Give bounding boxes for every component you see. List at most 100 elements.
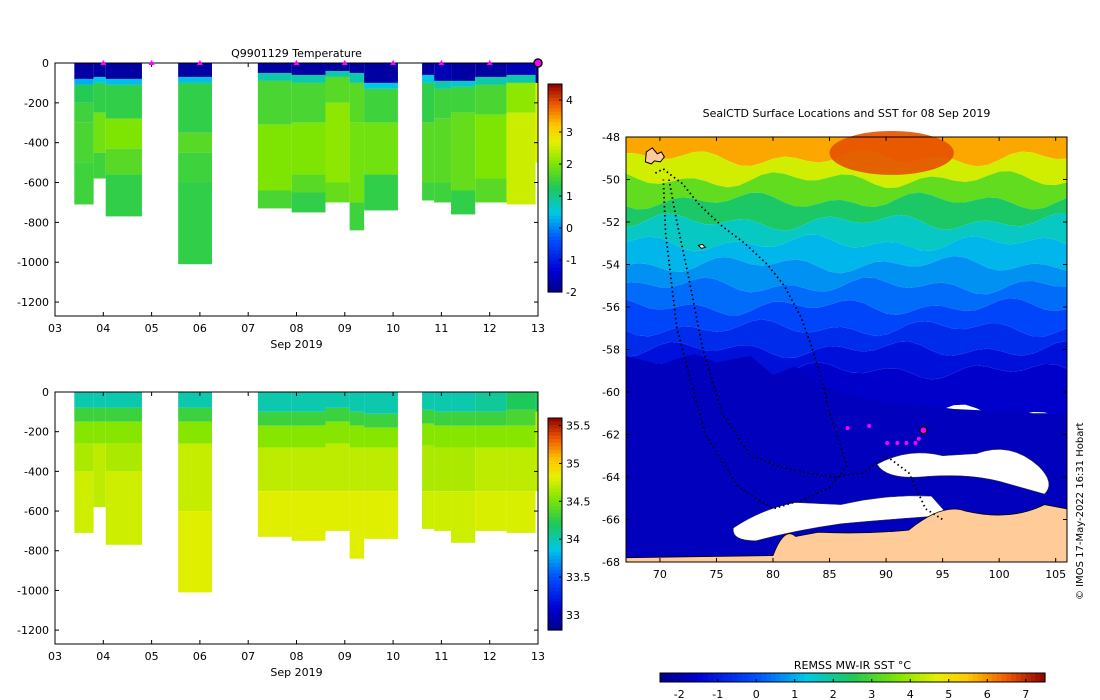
profile-cell bbox=[325, 63, 350, 71]
colorbar-segment bbox=[548, 534, 562, 539]
heard-island bbox=[697, 243, 707, 249]
profile-cell bbox=[364, 174, 398, 211]
profile-cell bbox=[291, 392, 326, 412]
colorbar-segment bbox=[548, 212, 562, 217]
colorbar-tick-label: 4 bbox=[907, 688, 914, 700]
profile-cell bbox=[364, 392, 398, 414]
colorbar-segment bbox=[895, 673, 902, 682]
warm-sst-patch bbox=[829, 131, 954, 175]
colorbar-tick-label: 2 bbox=[830, 688, 837, 700]
colorbar-segment bbox=[780, 673, 786, 682]
colorbar-segment bbox=[548, 555, 562, 560]
y-tick-label: -600 bbox=[24, 505, 49, 518]
y-tick-label: -1000 bbox=[17, 256, 49, 269]
colorbar-tick-label: 35 bbox=[566, 457, 580, 470]
colorbar-segment bbox=[712, 673, 719, 682]
colorbar-segment bbox=[548, 615, 562, 620]
colorbar-frame bbox=[547, 83, 563, 293]
colorbar-frame bbox=[659, 672, 1046, 683]
colorbar-segment bbox=[910, 673, 916, 682]
x-axis-label: Sep 2019 bbox=[270, 338, 322, 351]
profile-cell bbox=[535, 63, 538, 83]
colorbar-segment bbox=[548, 219, 562, 224]
profile-cell bbox=[422, 182, 435, 201]
colorbar-segment bbox=[814, 673, 820, 682]
colorbar-segment bbox=[548, 619, 562, 624]
profile-cell bbox=[105, 471, 142, 545]
profile-cell bbox=[475, 63, 507, 77]
chart-title: SealCTD Surface Locations and SST for 08… bbox=[703, 107, 991, 120]
profile-cell bbox=[105, 63, 142, 79]
y-tick-label: -64 bbox=[602, 471, 620, 484]
x-tick-label: 85 bbox=[823, 568, 837, 581]
profile-cell bbox=[325, 491, 350, 531]
colorbar-segment bbox=[548, 506, 562, 511]
profile-cell bbox=[422, 445, 435, 492]
surface-location bbox=[885, 441, 890, 445]
colorbar-tick-label: 3 bbox=[868, 688, 875, 700]
colorbar-segment bbox=[842, 673, 849, 682]
colorbar-segment bbox=[996, 673, 1003, 682]
sst-band bbox=[626, 256, 1067, 295]
profile-cell bbox=[74, 102, 94, 123]
colorbar-segment bbox=[548, 288, 562, 293]
colorbar-segment bbox=[722, 673, 728, 682]
temperature-section-plot: 03 04 05 06 07 08 09 10 11 12 130-200-400-600-800-… bbox=[17, 47, 577, 351]
profile-cell bbox=[506, 392, 536, 410]
profile-cell bbox=[475, 114, 507, 179]
colorbar-tick-label: 5 bbox=[945, 688, 952, 700]
colorbar-segment bbox=[963, 673, 969, 682]
colorbar-segment bbox=[548, 246, 562, 251]
colorbar-segment bbox=[548, 584, 562, 589]
colorbar-segment bbox=[838, 673, 844, 682]
profile-cell bbox=[325, 392, 350, 408]
colorbar-segment bbox=[548, 605, 562, 610]
profile-cell bbox=[451, 80, 476, 87]
colorbar-segment bbox=[548, 446, 562, 451]
colorbar-segment bbox=[548, 538, 562, 543]
colorbar-segment bbox=[708, 673, 714, 682]
profile-cell bbox=[74, 122, 94, 163]
y-tick-label: -1200 bbox=[17, 624, 49, 637]
x-tick-label: 75 bbox=[709, 568, 723, 581]
colorbar-segment bbox=[972, 673, 979, 682]
x-tick-label: 12 bbox=[483, 322, 497, 335]
colorbar-segment bbox=[548, 136, 562, 141]
profile-cell bbox=[105, 148, 142, 175]
colorbar-segment bbox=[660, 673, 666, 682]
colorbar-segment bbox=[548, 612, 562, 617]
colorbar-segment bbox=[871, 673, 878, 682]
y-tick-label: 0 bbox=[42, 386, 49, 399]
antarctic-land bbox=[625, 504, 1068, 563]
profile-cell bbox=[291, 174, 326, 193]
colorbar-segment bbox=[548, 153, 562, 158]
profile-cell bbox=[475, 84, 507, 115]
profile-cell bbox=[74, 78, 94, 85]
colorbar-segment bbox=[756, 673, 762, 682]
profile-cell bbox=[105, 407, 142, 422]
colorbar-segment bbox=[876, 673, 882, 682]
colorbar-tick-label: -2 bbox=[566, 286, 577, 299]
profile-cell bbox=[325, 102, 350, 183]
profile-cell bbox=[105, 174, 142, 217]
colorbar-segment bbox=[548, 260, 562, 265]
x-tick-label: 11 bbox=[434, 650, 448, 663]
colorbar-tick-label: 0 bbox=[566, 222, 573, 235]
colorbar-segment bbox=[548, 495, 562, 500]
colorbar-segment bbox=[548, 598, 562, 603]
profile-marker bbox=[100, 60, 107, 65]
colorbar-segment bbox=[847, 673, 854, 682]
profile-cell bbox=[93, 443, 106, 508]
profile-cell bbox=[434, 80, 452, 89]
colorbar-segment bbox=[548, 281, 562, 286]
profile-cell bbox=[257, 124, 292, 191]
profile-cell bbox=[178, 443, 212, 512]
profile-cell bbox=[325, 407, 350, 422]
y-tick-label: -58 bbox=[602, 344, 620, 357]
profile-cell bbox=[93, 63, 106, 77]
profile-cell bbox=[364, 82, 398, 89]
profile-cell bbox=[434, 425, 452, 448]
x-tick-label: 80 bbox=[766, 568, 780, 581]
profile-marker bbox=[148, 60, 155, 65]
colorbar-segment bbox=[823, 673, 830, 682]
